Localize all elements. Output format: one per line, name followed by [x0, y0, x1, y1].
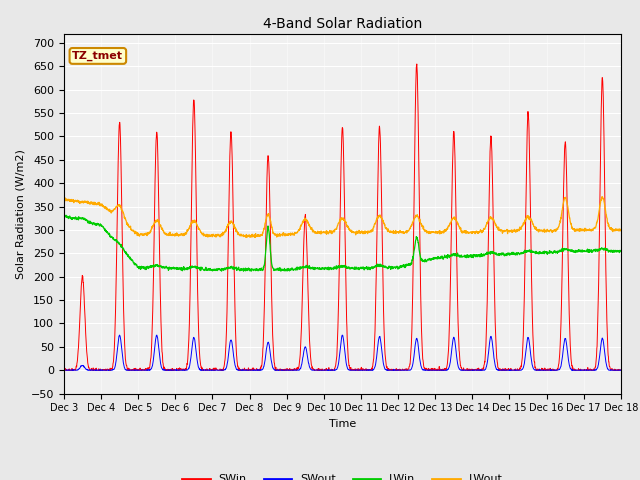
LWout [60, 196, 68, 202]
LWin [584, 246, 591, 252]
LWin [216, 266, 223, 272]
LWout [504, 228, 512, 234]
SWout [339, 332, 346, 338]
SWout [568, 367, 576, 373]
SWout [617, 367, 625, 373]
LWout [617, 228, 625, 233]
SWin [617, 367, 625, 372]
LWout [359, 228, 367, 234]
LWin [61, 212, 68, 218]
Line: SWin: SWin [64, 64, 621, 370]
LWin [239, 268, 247, 274]
SWout [216, 367, 223, 373]
LWout [584, 227, 591, 232]
SWin [568, 362, 576, 368]
LWin [505, 252, 513, 257]
SWin [371, 334, 379, 339]
LWin [60, 213, 68, 219]
SWout [61, 367, 68, 373]
SWin [216, 367, 223, 373]
LWin [371, 263, 379, 269]
LWout [242, 235, 250, 240]
X-axis label: Time: Time [329, 419, 356, 429]
SWin [359, 367, 367, 373]
Line: LWin: LWin [64, 215, 621, 271]
SWin [60, 367, 68, 372]
SWout [505, 367, 513, 373]
Y-axis label: Solar Radiation (W/m2): Solar Radiation (W/m2) [15, 149, 26, 278]
SWout [371, 364, 379, 370]
SWout [60, 367, 68, 373]
Legend: SWin, SWout, LWin, LWout: SWin, SWout, LWin, LWout [178, 470, 507, 480]
Text: TZ_tmet: TZ_tmet [72, 51, 124, 61]
LWin [568, 248, 576, 254]
SWin [60, 367, 68, 373]
Line: LWout: LWout [64, 197, 621, 238]
LWout [371, 221, 379, 227]
SWin [413, 61, 420, 67]
SWin [505, 366, 513, 372]
SWin [584, 367, 591, 372]
LWin [617, 248, 625, 253]
LWout [216, 233, 223, 239]
SWout [359, 367, 367, 373]
SWout [584, 367, 591, 373]
Line: SWout: SWout [64, 335, 621, 370]
LWout [598, 194, 606, 200]
LWin [359, 264, 367, 270]
Title: 4-Band Solar Radiation: 4-Band Solar Radiation [263, 17, 422, 31]
LWout [568, 224, 575, 229]
